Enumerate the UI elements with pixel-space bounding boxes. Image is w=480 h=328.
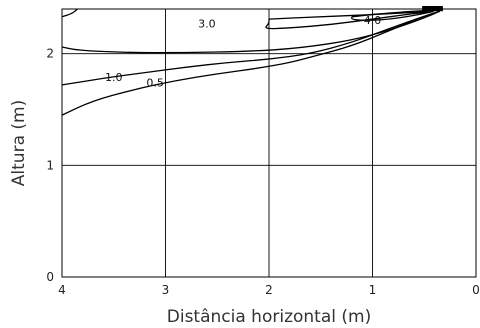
contour-labels: 0.5 1.0 3.0 4.0 (105, 14, 381, 90)
x-tick-label: 0 (472, 283, 480, 297)
x-tick-label: 2 (265, 283, 273, 297)
contour-line-2-0 (61, 10, 441, 54)
source-box (422, 6, 443, 12)
x-tick-label: 4 (58, 283, 66, 297)
contour-label: 0.5 (146, 77, 164, 90)
contour-line-3-0 (265, 10, 434, 30)
y-axis-title: Altura (m) (9, 100, 29, 186)
x-tick-label: 1 (369, 283, 377, 297)
contour-line-1-0 (61, 10, 441, 86)
y-tick-label: 0 (46, 270, 54, 284)
contour-line-0-5 (61, 10, 441, 116)
contour-label: 4.0 (364, 14, 382, 27)
x-tick-labels: 4 3 2 1 0 (58, 283, 480, 297)
grid (61, 8, 477, 278)
y-tick-labels: 0 1 2 (46, 47, 54, 284)
plot-frame (61, 8, 477, 278)
y-tick-label: 1 (46, 158, 54, 172)
y-tick-label: 2 (46, 47, 54, 61)
contour-line-top-edge (61, 8, 78, 18)
x-tick-label: 3 (162, 283, 170, 297)
contour-lines (61, 8, 441, 116)
x-axis-title: Distância horizontal (m) (167, 307, 371, 327)
contour-label: 3.0 (198, 18, 216, 31)
contour-label: 1.0 (105, 71, 123, 84)
